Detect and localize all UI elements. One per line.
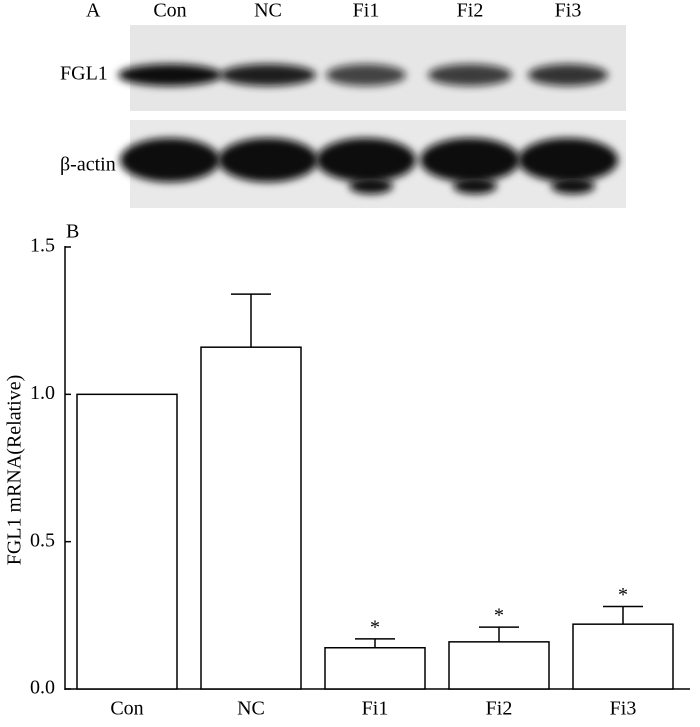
x-tick-label: Fi1 <box>362 698 389 720</box>
band <box>218 138 318 182</box>
error-bar <box>479 626 519 642</box>
blot-row-label: β-actin <box>60 154 116 176</box>
significance-marker: * <box>494 605 504 627</box>
band <box>316 138 416 182</box>
blot-row-label: FGL1 <box>60 63 108 85</box>
band <box>420 138 520 182</box>
band <box>120 138 220 182</box>
lane-label: NC <box>254 0 282 22</box>
x-tick-label: NC <box>237 698 265 720</box>
band <box>118 64 222 86</box>
panel-label: B <box>66 221 79 243</box>
x-tick-label: Fi3 <box>610 698 637 720</box>
lane-label: Fi1 <box>353 0 380 22</box>
band <box>453 178 497 194</box>
lane-label: Fi3 <box>555 0 582 22</box>
y-tick-label: 1.5 <box>30 235 55 257</box>
error-bar <box>355 638 395 648</box>
band <box>518 138 618 182</box>
y-tick-label: 0.5 <box>30 529 55 551</box>
band <box>551 178 595 194</box>
x-tick-label: Con <box>110 698 143 720</box>
x-tick-label: Fi2 <box>486 698 513 720</box>
band <box>326 64 406 86</box>
panel-label: A <box>86 0 101 22</box>
band <box>428 64 512 86</box>
error-bar <box>603 605 643 625</box>
blot-bands <box>118 64 618 194</box>
bar <box>572 623 674 690</box>
significance-marker: * <box>618 584 628 606</box>
y-tick-label: 0.0 <box>30 677 55 699</box>
lane-label: Con <box>153 0 186 22</box>
y-axis-label: FGL1 mRNA(Relative) <box>4 375 26 566</box>
band <box>220 64 316 86</box>
bar <box>200 346 302 690</box>
band <box>349 178 393 194</box>
bar <box>324 646 426 690</box>
significance-marker: * <box>370 617 380 639</box>
band <box>528 64 608 86</box>
lane-label: Fi2 <box>457 0 484 22</box>
error-bar <box>231 293 271 348</box>
y-tick-label: 1.0 <box>30 382 55 404</box>
bar <box>76 393 178 690</box>
bar <box>448 641 550 690</box>
